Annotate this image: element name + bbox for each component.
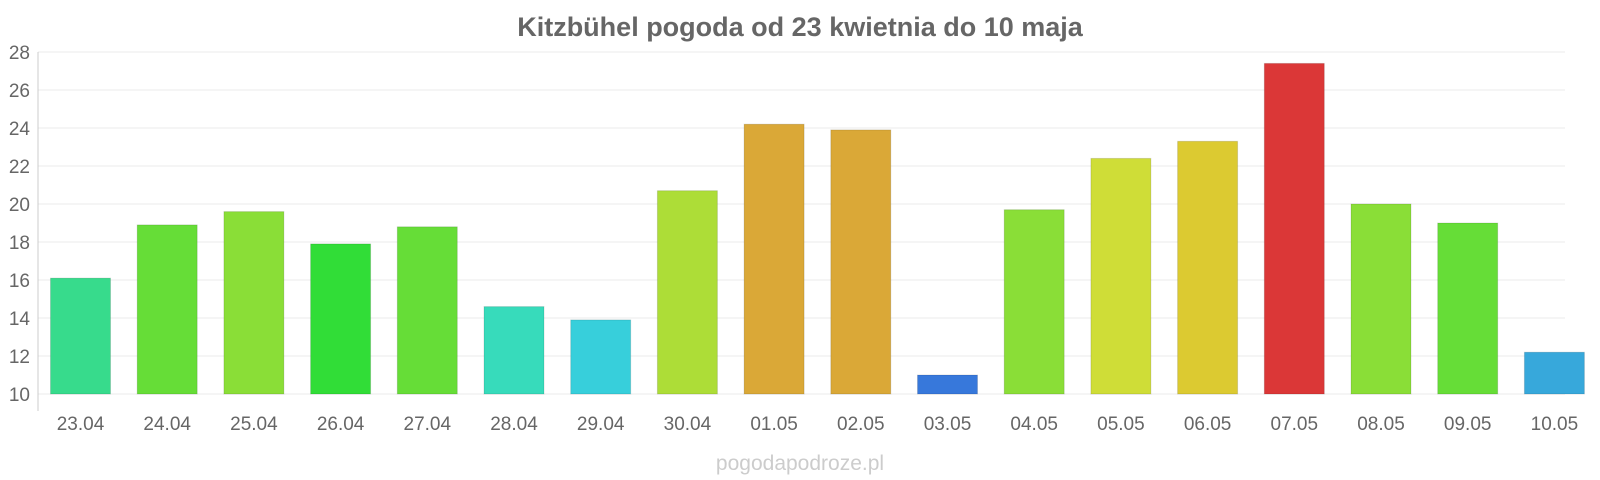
x-tick-label: 02.05 <box>837 414 885 435</box>
x-tick-label: 06.05 <box>1184 414 1232 435</box>
y-tick-label: 12 <box>9 347 30 368</box>
bar-01.05 <box>743 123 805 395</box>
bar-03.05 <box>917 374 978 395</box>
x-tick-label: 28.04 <box>490 414 538 435</box>
x-tick-labels: 23.04 24.04 25.04 26.04 27.04 28.04 29.04 30.04… <box>57 414 1578 435</box>
bar-08.05 <box>1350 203 1412 395</box>
y-tick-label: 18 <box>9 233 30 254</box>
bar-27.04 <box>396 226 458 395</box>
bar-05.05 <box>1090 157 1152 395</box>
bar-07.05 <box>1263 62 1325 395</box>
watermark: pogodapodroze.pl <box>716 452 884 475</box>
y-tick-label: 22 <box>9 157 30 178</box>
x-tick-label: 08.05 <box>1357 414 1405 435</box>
x-tick-label: 29.04 <box>577 414 625 435</box>
x-tick-label: 04.05 <box>1010 414 1058 435</box>
bar-28.04 <box>483 306 545 395</box>
y-tick-label: 26 <box>9 81 30 102</box>
x-tick-label: 27.04 <box>404 414 452 435</box>
bar-25.04 <box>223 211 285 395</box>
y-tick-label: 16 <box>9 271 30 292</box>
bar-09.05 <box>1437 222 1499 395</box>
bar-02.05 <box>830 129 892 395</box>
bar-04.05 <box>1003 209 1065 395</box>
bar-30.04 <box>656 190 718 395</box>
y-tick-label: 10 <box>9 385 30 406</box>
x-tick-label: 09.05 <box>1444 414 1492 435</box>
bars <box>50 62 1585 395</box>
x-tick-label: 03.05 <box>924 414 972 435</box>
x-tick-label: 30.04 <box>664 414 712 435</box>
x-tick-label: 01.05 <box>750 414 798 435</box>
bar-06.05 <box>1177 140 1239 395</box>
y-tick-label: 28 <box>9 43 30 64</box>
chart-title: Kitzbühel pogoda od 23 kwietnia do 10 ma… <box>517 12 1084 42</box>
bar-29.04 <box>570 319 632 395</box>
bar-24.04 <box>136 224 198 395</box>
x-tick-label: 25.04 <box>230 414 278 435</box>
bar-26.04 <box>310 243 372 395</box>
y-tick-labels: 10 12 14 16 18 20 22 24 26 28 <box>9 43 31 406</box>
x-tick-label: 23.04 <box>57 414 105 435</box>
y-tick-label: 14 <box>9 309 31 330</box>
x-tick-label: 24.04 <box>143 414 191 435</box>
x-tick-label: 10.05 <box>1531 414 1579 435</box>
y-tick-label: 20 <box>9 195 30 216</box>
x-tick-label: 07.05 <box>1271 414 1319 435</box>
bar-10.05 <box>1523 351 1585 395</box>
bar-23.04 <box>50 277 111 395</box>
y-tick-label: 24 <box>9 119 31 140</box>
x-tick-label: 05.05 <box>1097 414 1145 435</box>
x-tick-label: 26.04 <box>317 414 365 435</box>
